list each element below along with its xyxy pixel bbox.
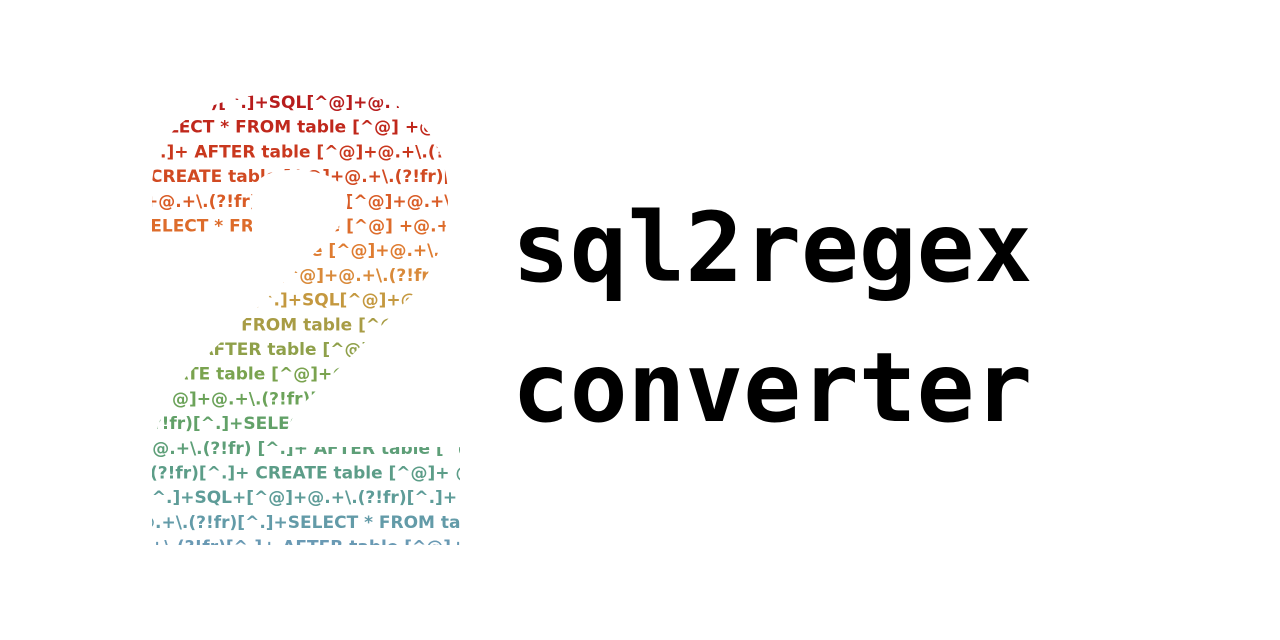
logo-text-line: ...(?!fr)[^.]+SQL[^@]+@.+\.(?!fr)[^.]+SQ… [150, 93, 601, 113]
logo-text-line: CREATE table [^@]+@.+\.(?!fr)[^.]+ CREAT… [150, 167, 627, 187]
title-line-converter: converter [512, 332, 1033, 444]
logo-text-line: @.+\.(?!fr)[^.]+SELECT * FROM table [^@]… [138, 513, 595, 533]
title-line-sql2regex: sql2regex [512, 192, 1033, 304]
logo-text-line: +\.(?!fr)[^.]+ AFTER table [^@]+@.+\.(?!… [150, 538, 565, 558]
logo-text-line: (?!fr)[^.]+ CREATE table [^@]+ @.+\.(?!f… [150, 464, 591, 484]
logo-text-line: [^.]+SQL+[^@]+@.+\.(?!fr)[^.]+ SQL[^@]+@… [144, 488, 599, 508]
logo-text-line: SELECT * FROM table [^@] +@.+\.(?!fr)[^.… [144, 118, 640, 138]
logo-text-line: [^.]+ AFTER table [^@]+@.+\.(?!fr)[^.]+ … [138, 142, 649, 162]
